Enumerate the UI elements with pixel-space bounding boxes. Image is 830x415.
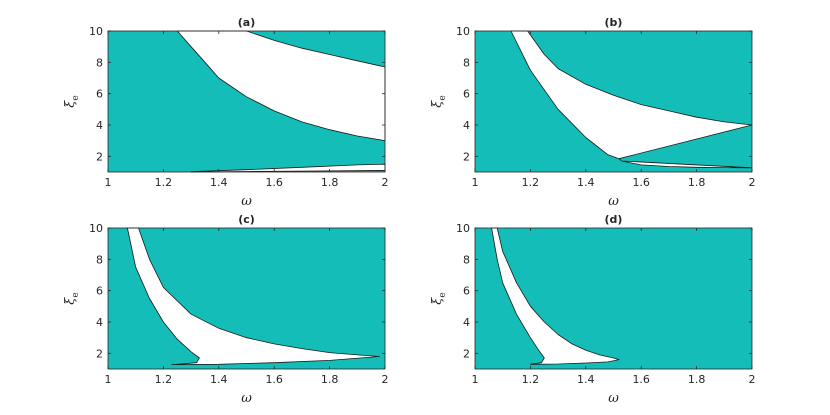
x-axis-label: ω	[241, 194, 252, 209]
panel-b: 1 1.2 1.4 1.6 1.8 2 2 4 6 8 10 (b) ω ξe	[430, 16, 756, 209]
panel-c: 1 1.2 1.4 1.6 1.8 2 2 4 6 8 10 (c) ω ξe	[63, 213, 389, 406]
y-tick-label: 2	[463, 150, 470, 163]
x-tick-label: 1.6	[265, 373, 283, 386]
y-tick-label: 4	[463, 119, 470, 132]
panel-a: 1 1.2 1.4 1.6 1.8 2 2 4 6 8 10 (a) ω ξe	[63, 16, 389, 209]
x-tick-label: 1	[105, 176, 112, 189]
x-tick-label: 1.8	[321, 373, 339, 386]
x-tick-label: 1.6	[632, 373, 650, 386]
panel-c-axes-frame	[107, 227, 386, 370]
y-axis-label: ξe	[430, 95, 448, 108]
y-tick-label: 4	[96, 316, 103, 329]
x-tick-label: 1.6	[632, 176, 650, 189]
x-tick-label: 1.8	[321, 176, 339, 189]
panel-d-white-region-0	[491, 227, 620, 365]
y-tick-label: 8	[96, 253, 103, 266]
y-tick-label: 10	[456, 25, 470, 38]
panel-title: (b)	[605, 16, 623, 29]
y-tick-label: 8	[96, 56, 103, 69]
x-tick-label: 2	[382, 176, 389, 189]
panel-title: (c)	[238, 213, 255, 226]
x-tick-label: 1.6	[265, 176, 283, 189]
x-tick-label: 1.2	[522, 373, 540, 386]
panel-a-axes-frame	[107, 30, 386, 173]
y-tick-label: 2	[463, 347, 470, 360]
x-axis-label: ω	[608, 391, 619, 406]
panel-a-white-region-0	[176, 30, 386, 142]
x-tick-label: 1.2	[522, 176, 540, 189]
y-tick-label: 6	[463, 285, 470, 298]
y-tick-label: 6	[96, 88, 103, 101]
y-tick-label: 4	[463, 316, 470, 329]
x-axis-label: ω	[241, 391, 252, 406]
x-tick-label: 1.4	[210, 373, 228, 386]
x-tick-label: 1.4	[577, 373, 595, 386]
y-tick-label: 10	[456, 222, 470, 235]
x-tick-label: 2	[749, 176, 756, 189]
panel-title: (a)	[238, 16, 255, 29]
panel-d-axes-frame	[474, 227, 753, 370]
x-tick-label: 1.2	[155, 373, 173, 386]
y-tick-label: 8	[463, 253, 470, 266]
x-tick-label: 1	[472, 373, 479, 386]
y-tick-label: 4	[96, 119, 103, 132]
x-tick-label: 1	[472, 176, 479, 189]
y-tick-label: 6	[463, 88, 470, 101]
panel-c-white-region-0	[127, 227, 380, 365]
x-tick-label: 1.4	[577, 176, 595, 189]
x-tick-label: 1.8	[688, 176, 706, 189]
x-tick-label: 1.8	[688, 373, 706, 386]
panel-title: (d)	[605, 213, 623, 226]
x-axis-label: ω	[608, 194, 619, 209]
y-tick-label: 10	[89, 222, 103, 235]
x-tick-label: 1.4	[210, 176, 228, 189]
panel-b-axes-frame	[474, 30, 753, 173]
y-axis-label: ξe	[430, 292, 448, 305]
x-tick-label: 1.2	[155, 176, 173, 189]
x-tick-label: 2	[749, 373, 756, 386]
y-tick-label: 6	[96, 285, 103, 298]
panel-d: 1 1.2 1.4 1.6 1.8 2 2 4 6 8 10 (d) ω ξe	[430, 213, 756, 406]
x-tick-label: 1	[105, 373, 112, 386]
y-tick-label: 2	[96, 150, 103, 163]
y-axis-label: ξe	[63, 95, 81, 108]
x-tick-label: 2	[382, 373, 389, 386]
y-tick-label: 10	[89, 25, 103, 38]
y-tick-label: 8	[463, 56, 470, 69]
y-axis-label: ξe	[63, 292, 81, 305]
y-tick-label: 2	[96, 347, 103, 360]
